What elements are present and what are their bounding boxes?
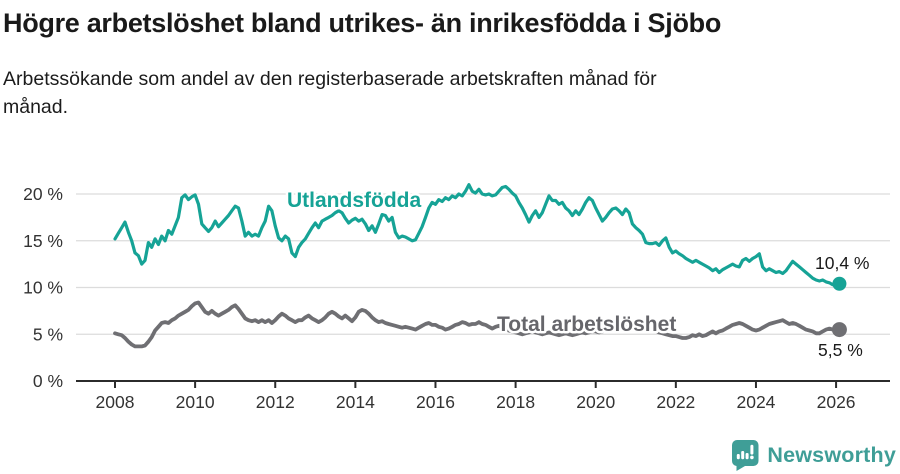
y-axis-tick-label: 20 %: [23, 184, 63, 204]
x-axis-tick-label: 2026: [817, 392, 856, 412]
chart-svg: 0 % 5 % 10 % 15 % 20 % 2008 2010 2012 2014 2016 20…: [23, 183, 890, 412]
page-title: Högre arbetslöshet bland utrikes- än inr…: [3, 8, 722, 38]
x-axis-tick-label: 2008: [96, 392, 135, 412]
x-axis-tick-label: 2022: [656, 392, 695, 412]
brand-name: Newsworthy: [767, 443, 896, 467]
y-axis-tick-label: 15 %: [23, 231, 63, 251]
x-axis-tick-label: 2020: [576, 392, 615, 412]
chart-header: Högre arbetslöshet bland utrikes- än inr…: [3, 0, 897, 121]
series-label-utlandsfodda: Utlandsfödda: [287, 189, 421, 212]
x-axis-tick-label: 2024: [736, 392, 775, 412]
series-end-dot-total: [831, 322, 847, 338]
series-line-total: [113, 300, 842, 349]
y-axis-tick-label: 5 %: [33, 324, 63, 344]
newsworthy-logo[interactable]: Newsworthy: [732, 440, 896, 471]
series-label-total: Total arbetslöshet: [497, 313, 676, 336]
chart-subtitle: Arbetssökande som andel av den registerb…: [3, 68, 657, 118]
x-axis-tick-label: 2010: [176, 392, 215, 412]
series-line-utlandsfodda: [113, 183, 842, 287]
y-axis-tick-label: 10 %: [23, 278, 63, 298]
x-axis-tick-label: 2018: [496, 392, 535, 412]
end-value-label-total: 5,5 %: [818, 340, 863, 360]
bar-chart-speech-bubble-icon: [732, 440, 759, 471]
end-value-label-utlandsfodda: 10,4 %: [815, 253, 869, 273]
series-end-dot-utlandsfodda: [832, 276, 847, 291]
x-axis-tick-label: 2012: [256, 392, 295, 412]
x-axis-tick-label: 2014: [336, 392, 375, 412]
y-axis-tick-label: 0 %: [33, 371, 63, 391]
x-axis-tick-label: 2016: [416, 392, 455, 412]
line-chart: 0 % 5 % 10 % 15 % 20 % 2008 2010 2012 2014 2016 20…: [0, 160, 900, 420]
